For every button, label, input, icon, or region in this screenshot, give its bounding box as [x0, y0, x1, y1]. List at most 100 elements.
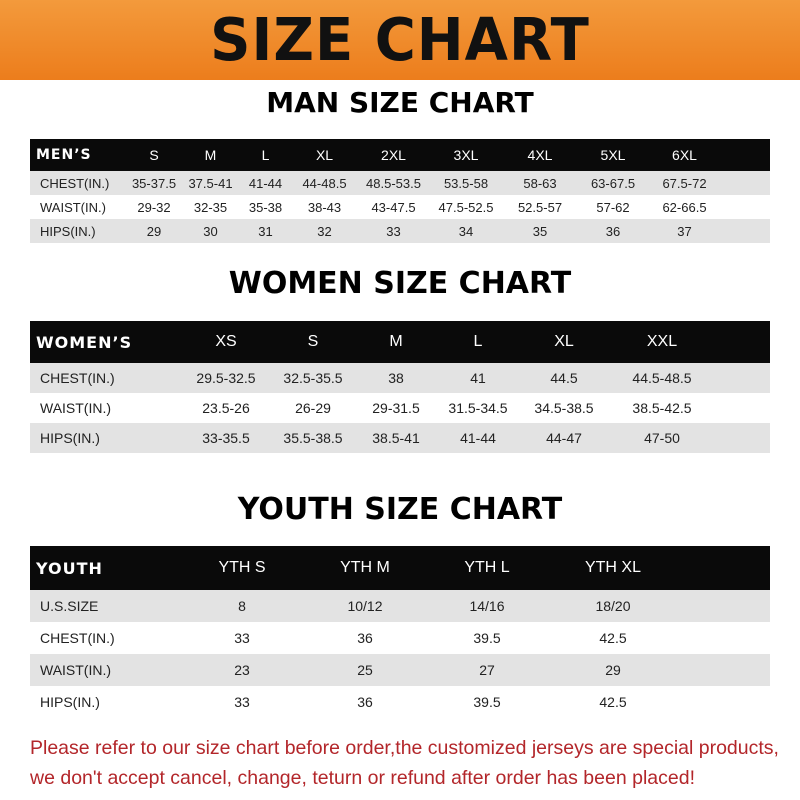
row-label: CHEST(IN.) — [40, 630, 115, 646]
notice-line: we don't accept cancel, change, teturn o… — [30, 767, 695, 789]
table-cell: 31.5-34.5 — [448, 400, 508, 416]
size-header-cell: XL — [554, 333, 574, 350]
table-cell: 48.5-53.5 — [366, 175, 421, 191]
table-title-cell: YOUTH — [36, 558, 103, 578]
table-cell: 41-44 — [248, 175, 283, 191]
table-cell: 36 — [605, 223, 621, 239]
table-row: HIPS(IN.) 33 36 39.5 42.5 — [30, 686, 770, 718]
table-cell: 43-47.5 — [371, 199, 416, 215]
table-cell: 38-43 — [307, 199, 342, 215]
table-cell: 44.5 — [550, 370, 578, 386]
table-cell: 35.5-38.5 — [283, 430, 343, 446]
size-header-cell: M — [389, 333, 403, 350]
table-cell: 35-38 — [248, 199, 283, 215]
table-cell: 44.5-48.5 — [632, 370, 692, 386]
table-row: HIPS(IN.) 33-35.5 35.5-38.5 38.5-41 41-44 44-… — [30, 423, 770, 453]
table-cell: 33-35.5 — [202, 430, 250, 446]
table-cell: 38 — [388, 370, 404, 386]
table-row: WAIST(IN.) 29-32 32-35 35-38 38-43 43-47.5 47.… — [30, 195, 770, 219]
table-cell: 58-63 — [523, 175, 557, 191]
row-label: HIPS(IN.) — [40, 223, 96, 239]
title-banner: SIZE CHART — [0, 0, 800, 80]
table-cell: 10/12 — [347, 598, 383, 614]
table-cell: 23 — [234, 662, 250, 678]
table-cell: 8 — [238, 598, 246, 614]
table-cell: 63-67.5 — [590, 175, 636, 191]
table-cell: 35-37.5 — [131, 175, 177, 191]
table-cell: 44-48.5 — [302, 175, 347, 191]
table-row: CHEST(IN.) 35-37.5 37.5-41 41-44 44-48.5 48.5… — [30, 171, 770, 195]
table-cell: 38.5-42.5 — [632, 400, 692, 416]
table-cell: 29 — [605, 662, 621, 678]
table-cell: 33 — [234, 694, 250, 710]
table-cell: 32-35 — [193, 199, 228, 215]
table-cell: 42.5 — [599, 630, 627, 646]
table-cell: 33 — [386, 223, 401, 239]
table-cell: 32 — [317, 223, 332, 239]
table-cell: 33 — [234, 630, 250, 646]
size-header-cell: YTH M — [340, 559, 390, 576]
size-header-cell: XXL — [646, 333, 678, 350]
table-cell: 29-31.5 — [372, 400, 420, 416]
row-label: WAIST(IN.) — [40, 199, 106, 215]
table-cell: 38.5-41 — [372, 430, 420, 446]
table-row: CHEST(IN.) 29.5-32.5 32.5-35.5 38 41 44.5 44.5… — [30, 363, 770, 393]
table-cell: 39.5 — [473, 694, 501, 710]
notice-text: Please refer to our size chart before or… — [30, 733, 790, 793]
youth-size-table: YOUTH YTH S YTH M YTH L YTH XL U.S.SIZE 8 10/12… — [30, 546, 770, 718]
table-cell: 44-47 — [546, 430, 582, 446]
row-label: WAIST(IN.) — [40, 662, 112, 678]
table-cell: 37 — [677, 223, 692, 239]
header-row: MEN’S S M L XL 2XL 3XL 4XL 5XL 6XL — [30, 139, 770, 171]
table-cell: 27 — [479, 662, 495, 678]
table-row: HIPS(IN.) 29 30 31 32 33 34 35 36 37 — [30, 219, 770, 243]
table-cell: 29.5-32.5 — [196, 370, 256, 386]
table-title-cell: MEN’S — [36, 147, 92, 163]
size-header-cell: XL — [315, 147, 334, 163]
table-cell: 36 — [357, 630, 373, 646]
table-cell: 47.5-52.5 — [438, 199, 494, 215]
table-cell: 67.5-72 — [662, 175, 707, 191]
page-title: SIZE CHART — [210, 5, 590, 75]
table-cell: 29 — [146, 223, 162, 239]
size-header-cell: YTH L — [464, 559, 510, 576]
size-header-cell: 5XL — [600, 147, 626, 163]
table-cell: 62-66.5 — [662, 199, 707, 215]
size-header-cell: YTH S — [218, 559, 266, 576]
table-cell: 39.5 — [473, 630, 501, 646]
size-header-cell: S — [307, 333, 319, 350]
men-section-title: MAN SIZE CHART — [266, 86, 534, 119]
row-label: WAIST(IN.) — [40, 400, 112, 416]
women-size-table: WOMEN’S XS S M L XL XXL CHEST(IN.) 29.5-32.5 32.5… — [30, 321, 770, 453]
size-header-cell: 3XL — [453, 147, 479, 163]
size-header-cell: YTH XL — [584, 559, 641, 576]
size-header-cell: XS — [215, 333, 237, 350]
table-cell: 25 — [357, 662, 373, 678]
table-cell: 47-50 — [644, 430, 680, 446]
table-cell: 26-29 — [295, 400, 331, 416]
notice-line: Please refer to our size chart before or… — [30, 737, 779, 759]
table-cell: 32.5-35.5 — [283, 370, 343, 386]
size-header-cell: L — [473, 333, 483, 350]
size-header-cell: L — [261, 147, 270, 163]
row-label: HIPS(IN.) — [40, 694, 100, 710]
size-header-cell: 4XL — [527, 147, 553, 163]
table-cell: 57-62 — [596, 199, 630, 215]
table-cell: 34.5-38.5 — [534, 400, 594, 416]
table-cell: 41 — [470, 370, 486, 386]
table-row: WAIST(IN.) 23 25 27 29 — [30, 654, 770, 686]
table-row: WAIST(IN.) 23.5-26 26-29 29-31.5 31.5-34.5 34… — [30, 393, 770, 423]
row-label: HIPS(IN.) — [40, 430, 100, 446]
row-label: U.S.SIZE — [40, 598, 99, 614]
table-cell: 35 — [532, 223, 548, 239]
header-row: WOMEN’S XS S M L XL XXL — [30, 321, 770, 363]
table-cell: 31 — [258, 223, 273, 239]
table-cell: 18/20 — [595, 598, 631, 614]
table-cell: 36 — [357, 694, 373, 710]
table-cell: 30 — [203, 223, 218, 239]
table-cell: 42.5 — [599, 694, 627, 710]
youth-section-title: YOUTH SIZE CHART — [237, 492, 563, 527]
row-label: CHEST(IN.) — [40, 370, 115, 386]
table-cell: 52.5-57 — [517, 199, 563, 215]
table-cell: 41-44 — [460, 430, 496, 446]
